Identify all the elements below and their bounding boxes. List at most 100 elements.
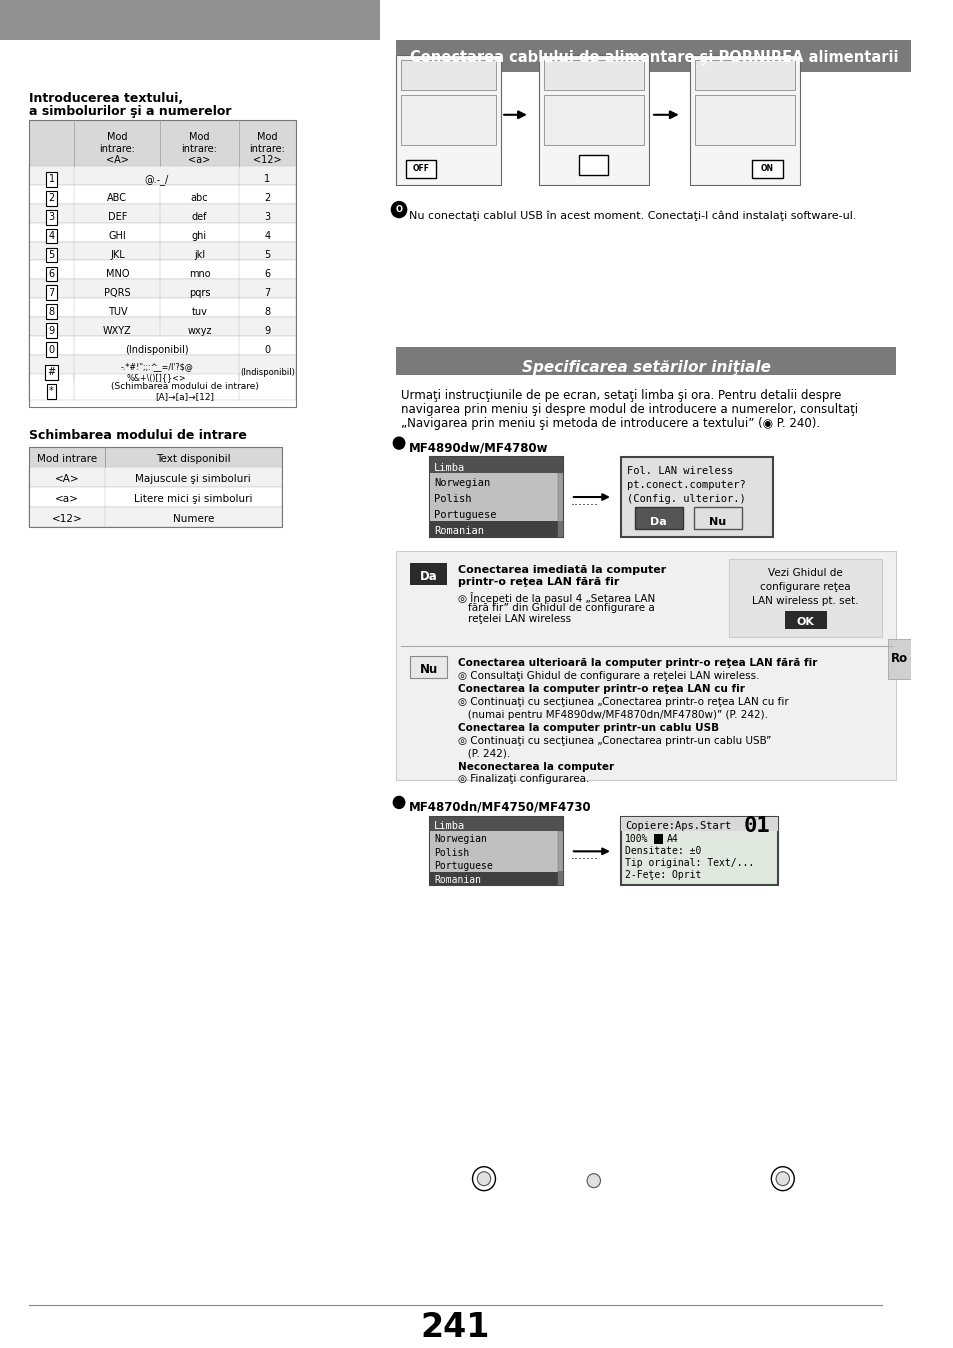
Text: 0: 0 — [264, 345, 270, 355]
Text: 2: 2 — [264, 193, 270, 204]
Bar — [538, 55, 648, 185]
Text: 2-Feţe: Oprit: 2-Feţe: Oprit — [624, 871, 700, 880]
Text: def: def — [192, 212, 207, 222]
Text: Litere mici şi simboluri: Litere mici şi simboluri — [134, 493, 253, 504]
Bar — [410, 655, 446, 678]
Bar — [429, 506, 562, 520]
Text: O: O — [395, 205, 402, 214]
Text: 5: 5 — [264, 249, 270, 260]
Bar — [429, 817, 562, 832]
Bar — [634, 507, 681, 528]
Text: Mod
intrare:
<12>: Mod intrare: <12> — [249, 132, 285, 166]
Bar — [689, 55, 800, 185]
Text: 7: 7 — [264, 288, 270, 298]
Text: MF4870dn/MF4750/MF4730: MF4870dn/MF4750/MF4730 — [408, 801, 591, 814]
Bar — [29, 487, 281, 507]
Text: TUV: TUV — [108, 307, 127, 317]
Text: „Navigarea prin meniu şi metoda de introducere a textului” (◉ P. 240).: „Navigarea prin meniu şi metoda de intro… — [400, 417, 820, 430]
Text: *: * — [50, 387, 54, 396]
Text: Neconectarea la computer: Neconectarea la computer — [457, 762, 614, 771]
Bar — [29, 241, 295, 260]
Text: Polish: Polish — [434, 848, 469, 857]
Text: Conectarea imediată la computer: Conectarea imediată la computer — [457, 565, 666, 574]
Text: Conectarea ulterioară la computer printr-o reţea LAN fără fir: Conectarea ulterioară la computer printr… — [457, 658, 817, 667]
Text: Polish: Polish — [434, 493, 472, 504]
Text: @.-_/: @.-_/ — [144, 174, 169, 185]
Text: configurare reţea: configurare reţea — [760, 582, 850, 592]
Text: Portuguese: Portuguese — [434, 510, 497, 520]
Bar — [29, 120, 295, 166]
Bar — [429, 872, 562, 886]
Text: Nu: Nu — [419, 663, 437, 677]
Bar — [395, 55, 500, 185]
Bar — [29, 356, 295, 381]
Text: (P. 242).: (P. 242). — [457, 748, 510, 759]
Text: 100%: 100% — [624, 834, 648, 844]
Text: Text disponibil: Text disponibil — [156, 454, 231, 464]
Text: Da: Da — [419, 570, 437, 584]
Bar — [29, 507, 281, 527]
Bar — [29, 260, 295, 279]
Text: Urmaţi instrucţiunile de pe ecran, setaţi limba şi ora. Pentru detalii despre: Urmaţi instrucţiunile de pe ecran, setaţ… — [400, 390, 841, 402]
Bar — [429, 489, 562, 506]
Bar — [619, 457, 773, 537]
Text: Densitate: ±0: Densitate: ±0 — [624, 847, 700, 856]
Bar — [29, 317, 295, 337]
Bar — [693, 507, 741, 528]
Text: 3: 3 — [264, 212, 270, 222]
Text: Romanian: Romanian — [434, 526, 484, 537]
Text: pqrs: pqrs — [189, 288, 210, 298]
Text: Fol. LAN wireless: Fol. LAN wireless — [626, 466, 733, 476]
Bar — [29, 337, 295, 356]
Text: Schimbarea modului de intrare: Schimbarea modului de intrare — [29, 429, 246, 442]
Text: 241: 241 — [420, 1310, 490, 1344]
Text: 01: 01 — [743, 817, 770, 836]
Bar — [29, 298, 295, 317]
Text: Specificarea setărilor iniţiale: Specificarea setărilor iniţiale — [521, 360, 770, 375]
Bar — [405, 159, 436, 178]
Text: <A>: <A> — [54, 474, 79, 484]
Text: Numere: Numere — [172, 514, 213, 524]
Circle shape — [393, 437, 404, 449]
Text: Portuguese: Portuguese — [434, 861, 493, 871]
Text: 8: 8 — [264, 307, 270, 317]
Text: wxyz: wxyz — [187, 326, 212, 336]
Bar — [578, 155, 607, 175]
Text: pt.conect.computer?: pt.conect.computer? — [626, 480, 745, 491]
Bar — [619, 817, 778, 886]
Bar — [557, 832, 562, 886]
Bar — [752, 159, 782, 178]
Text: Nu: Nu — [709, 518, 725, 527]
Bar — [429, 859, 562, 872]
Bar — [694, 59, 795, 90]
Bar — [784, 611, 826, 628]
Text: LAN wireless pt. set.: LAN wireless pt. set. — [752, 596, 858, 605]
Bar — [395, 40, 910, 71]
Text: OFF: OFF — [412, 164, 429, 173]
Text: ◎ Consultaţi Ghidul de configurare a reţelei LAN wireless.: ◎ Consultaţi Ghidul de configurare a reţ… — [457, 671, 759, 681]
Text: <a>: <a> — [55, 493, 79, 504]
Bar — [429, 832, 562, 845]
Text: Limba: Limba — [434, 464, 465, 473]
Text: Mod
intrare:
<A>: Mod intrare: <A> — [99, 132, 135, 166]
Text: (numai pentru MF4890dw/MF4870dn/MF4780w)” (P. 242).: (numai pentru MF4890dw/MF4870dn/MF4780w)… — [457, 709, 767, 720]
Bar — [29, 375, 295, 400]
Text: Tip original: Text/...: Tip original: Text/... — [624, 859, 754, 868]
Text: Ro: Ro — [890, 652, 907, 665]
Text: 1: 1 — [49, 174, 54, 185]
Bar — [29, 448, 281, 527]
Text: printr-o reţea LAN fără fir: printr-o reţea LAN fără fir — [457, 577, 618, 586]
Text: ABC: ABC — [108, 193, 128, 204]
Text: 4: 4 — [49, 231, 54, 241]
Text: ◎ Continuaţi cu secţiunea „Conectarea printr-o reţea LAN cu fir: ◎ Continuaţi cu secţiunea „Conectarea pr… — [457, 697, 788, 706]
Text: Nu conectaţi cablul USB în acest moment. Conectaţi-l când instalaţi software-ul.: Nu conectaţi cablul USB în acest moment.… — [408, 210, 855, 221]
Bar — [729, 559, 882, 636]
Bar — [557, 871, 562, 886]
Bar — [29, 279, 295, 298]
Text: reţelei LAN wireless: reţelei LAN wireless — [467, 613, 570, 624]
Text: .......: ....... — [570, 495, 598, 507]
Text: Mod intrare: Mod intrare — [37, 454, 97, 464]
Text: abc: abc — [191, 193, 208, 204]
Text: ◎ Continuaţi cu secţiunea „Conectarea printr-un cablu USB”: ◎ Continuaţi cu secţiunea „Conectarea pr… — [457, 736, 771, 745]
Bar — [429, 520, 562, 537]
